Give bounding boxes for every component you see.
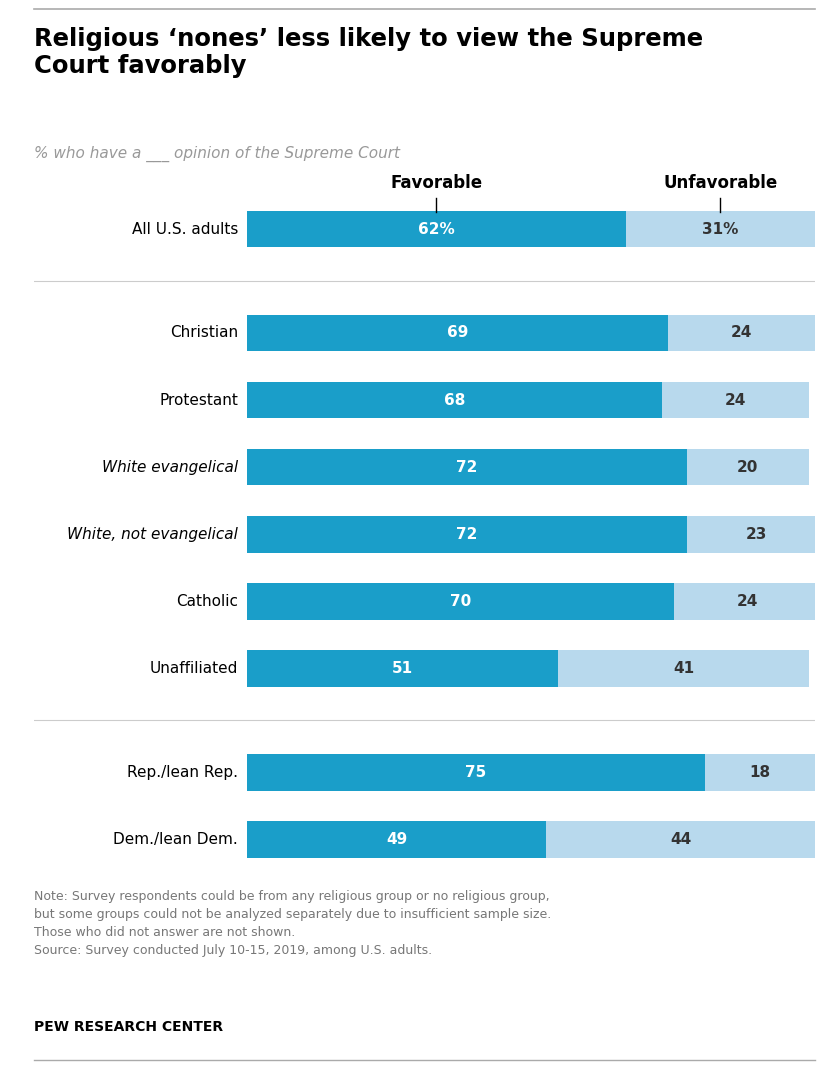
Text: 72: 72 [456, 460, 478, 475]
Text: Christian: Christian [170, 326, 238, 341]
Text: 49: 49 [386, 832, 407, 847]
Text: 69: 69 [447, 326, 469, 341]
Text: 24: 24 [737, 593, 759, 609]
Text: All U.S. adults: All U.S. adults [132, 221, 238, 236]
Text: 18: 18 [749, 765, 770, 780]
Text: 44: 44 [670, 832, 691, 847]
Text: 75: 75 [465, 765, 486, 780]
Bar [247, 516, 686, 552]
Text: 51: 51 [392, 660, 413, 675]
Text: Dem./lean Dem.: Dem./lean Dem. [113, 832, 238, 847]
Text: Unfavorable: Unfavorable [663, 174, 777, 192]
Text: 24: 24 [731, 326, 753, 341]
Text: 72: 72 [456, 527, 478, 542]
Text: % who have a ___ opinion of the Supreme Court: % who have a ___ opinion of the Supreme … [34, 146, 400, 162]
Bar [559, 650, 809, 686]
Text: 24: 24 [725, 393, 746, 408]
Bar [247, 821, 546, 858]
Text: Favorable: Favorable [391, 174, 482, 192]
Text: Religious ‘nones’ less likely to view the Supreme
Court favorably: Religious ‘nones’ less likely to view th… [34, 27, 703, 78]
Bar [247, 382, 662, 419]
Text: White evangelical: White evangelical [102, 460, 238, 475]
Bar [686, 449, 809, 486]
Text: 68: 68 [444, 393, 465, 408]
Text: Catholic: Catholic [176, 593, 238, 609]
Text: 62%: 62% [418, 221, 454, 236]
Bar [247, 449, 686, 486]
Bar [686, 516, 827, 552]
Bar [247, 583, 675, 619]
Text: 41: 41 [673, 660, 694, 675]
Bar [669, 315, 815, 352]
Bar [546, 821, 815, 858]
Text: 23: 23 [746, 527, 768, 542]
Text: Protestant: Protestant [159, 393, 238, 408]
Bar [247, 315, 669, 352]
Bar [247, 753, 705, 791]
Bar [662, 382, 809, 419]
Text: 31%: 31% [702, 221, 738, 236]
Text: White, not evangelical: White, not evangelical [67, 527, 238, 542]
Bar [247, 650, 559, 686]
Text: PEW RESEARCH CENTER: PEW RESEARCH CENTER [34, 1020, 223, 1034]
Bar [626, 210, 815, 247]
Bar [675, 583, 821, 619]
Text: 70: 70 [450, 593, 471, 609]
Text: Rep./lean Rep.: Rep./lean Rep. [127, 765, 238, 780]
Text: Unaffiliated: Unaffiliated [150, 660, 238, 675]
Bar [705, 753, 815, 791]
Text: Note: Survey respondents could be from any religious group or no religious group: Note: Survey respondents could be from a… [34, 890, 551, 957]
Bar [247, 210, 626, 247]
Text: 20: 20 [737, 460, 759, 475]
